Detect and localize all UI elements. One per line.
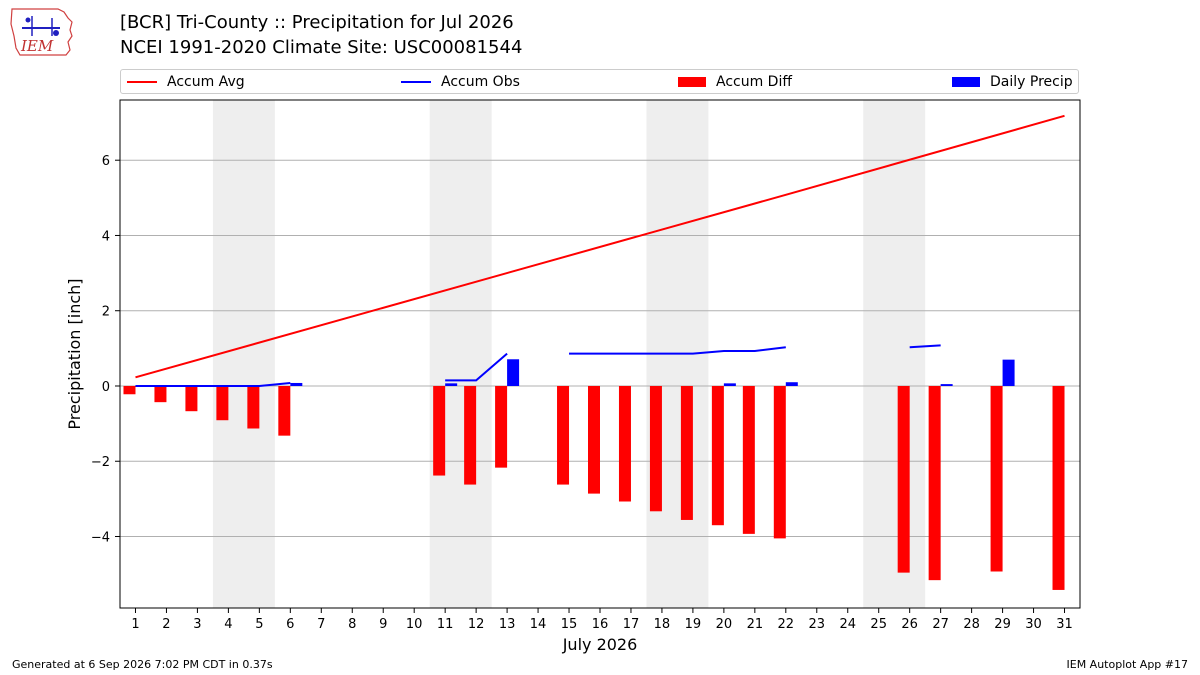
x-tick-label: 25: [870, 617, 887, 632]
weekend-shade-1: [212, 100, 275, 608]
y-tick-label: 2: [102, 305, 110, 320]
x-tick-label: 26: [901, 617, 918, 632]
accum-diff-bar: [154, 385, 167, 403]
accum-diff-bar: [742, 385, 755, 534]
y-tick-label: −4: [91, 531, 110, 546]
accum-diff-bar: [557, 385, 570, 485]
x-tick-label: 12: [468, 617, 485, 632]
legend-item-accum-diff: Accum Diff: [678, 73, 792, 91]
accum-obs-line: [445, 352, 508, 382]
accum-avg-line: [135, 114, 1065, 379]
legend-swatch-daily-precip: [952, 77, 980, 87]
daily-precip-bar: [723, 383, 736, 386]
logo-text: IEM: [20, 37, 54, 55]
legend: Accum Avg Accum Obs Accum Diff Daily Pre…: [120, 69, 1079, 94]
accum-obs-line: [569, 346, 786, 355]
legend-label-daily-precip: Daily Precip: [990, 74, 1073, 90]
x-tick-label: 10: [406, 617, 423, 632]
accum-diff-bar: [649, 385, 662, 512]
x-tick-label: 23: [809, 617, 826, 632]
x-tick-label: 21: [747, 617, 764, 632]
weekend-shade-2: [429, 100, 492, 608]
x-tick-label: 24: [839, 617, 856, 632]
daily-precip-bar: [940, 384, 953, 386]
x-tick-label: 18: [654, 617, 671, 632]
x-tick-label: 29: [994, 617, 1011, 632]
x-tick-label: 5: [255, 617, 263, 632]
accum-diff-bar: [495, 385, 508, 468]
accum-diff-bar: [928, 385, 941, 581]
legend-item-daily-precip: Daily Precip: [952, 73, 1073, 91]
accum-diff-bar: [711, 385, 724, 526]
accum-diff-bar: [185, 385, 198, 412]
legend-swatch-accum-avg: [127, 81, 157, 83]
x-tick-label: 27: [932, 617, 949, 632]
x-axis-label: July 2026: [562, 635, 638, 654]
x-tick-label: 7: [317, 617, 325, 632]
x-tick-label: 22: [778, 617, 795, 632]
generated-note: Generated at 6 Sep 2026 7:02 PM CDT in 0…: [12, 658, 273, 671]
accum-diff-bar: [897, 385, 910, 573]
accum-diff-bar: [247, 385, 260, 429]
accum-obs-line: [135, 381, 291, 387]
weekend-shade-4: [863, 100, 926, 608]
x-tick-label: 8: [348, 617, 356, 632]
x-tick-label: 6: [286, 617, 294, 632]
legend-item-accum-obs: Accum Obs: [401, 73, 520, 91]
x-tick-label: 4: [224, 617, 232, 632]
y-tick-label: 4: [102, 229, 110, 244]
daily-precip-bar: [290, 382, 303, 386]
accum-diff-bar: [773, 385, 786, 539]
x-tick-label: 1: [131, 617, 139, 632]
legend-swatch-accum-obs: [401, 81, 431, 83]
iem-logo: IEM: [10, 8, 73, 56]
accum-obs-line: [909, 344, 941, 349]
y-axis-label: Precipitation [inch]: [65, 278, 84, 429]
accum-diff-bar: [1052, 385, 1065, 590]
x-tick-label: 14: [530, 617, 547, 632]
accum-diff-bar: [680, 385, 693, 520]
x-tick-label: 15: [561, 617, 578, 632]
x-tick-label: 3: [193, 617, 201, 632]
accum-diff-bar: [216, 385, 229, 421]
legend-label-accum-obs: Accum Obs: [441, 74, 520, 90]
x-tick-label: 19: [685, 617, 702, 632]
accum-diff-bar: [618, 385, 631, 502]
accum-diff-bar: [123, 385, 136, 395]
daily-precip-bar: [507, 359, 520, 386]
x-tick-label: 2: [162, 617, 170, 632]
x-tick-label: 20: [716, 617, 733, 632]
accum-diff-bar: [588, 385, 600, 494]
daily-precip-bar: [785, 382, 798, 386]
x-tick-label: 13: [499, 617, 516, 632]
chart-title: [BCR] Tri-County :: Precipitation for Ju…: [120, 12, 514, 33]
x-tick-label: 30: [1025, 617, 1042, 632]
x-tick-label: 16: [592, 617, 609, 632]
x-tick-label: 31: [1056, 617, 1073, 632]
legend-label-accum-diff: Accum Diff: [716, 74, 793, 90]
x-tick-label: 17: [623, 617, 640, 632]
accum-diff-bar: [433, 385, 446, 476]
legend-swatch-accum-diff: [678, 77, 706, 87]
app-credit: IEM Autoplot App #17: [1066, 658, 1189, 671]
accum-diff-bar: [464, 385, 477, 485]
daily-precip-bar: [445, 383, 458, 386]
daily-precip-bar: [1002, 359, 1015, 386]
x-tick-label: 11: [437, 617, 454, 632]
legend-item-accum-avg: Accum Avg: [127, 73, 245, 91]
y-tick-label: 6: [102, 154, 110, 169]
accum-diff-bar: [278, 385, 291, 436]
legend-label-accum-avg: Accum Avg: [167, 74, 245, 90]
x-tick-label: 9: [379, 617, 387, 632]
y-tick-label: −2: [91, 455, 110, 470]
y-tick-label: 0: [102, 380, 110, 395]
x-tick-label: 28: [963, 617, 980, 632]
chart-subtitle: NCEI 1991-2020 Climate Site: USC00081544: [120, 37, 523, 58]
accum-diff-bar: [990, 385, 1003, 572]
